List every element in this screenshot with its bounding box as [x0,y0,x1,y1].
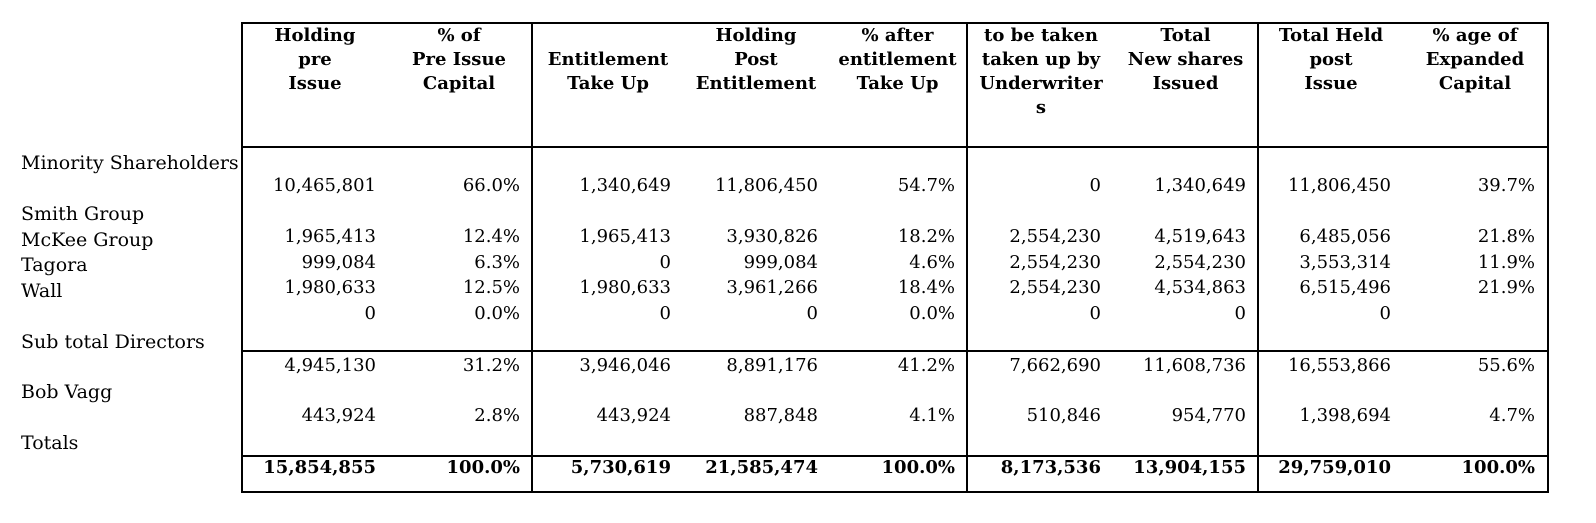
table-cell: 999,084 [743,252,818,273]
table-cell: 100.0% [1461,457,1535,478]
table-cell: 2,554,230 [1009,277,1101,298]
row-label-minority-shareholders: Minority Shareholders [21,152,239,174]
table-cell: 0 [364,303,376,324]
table-cell: 443,924 [596,405,671,426]
table-cell: 887,848 [743,405,818,426]
table-cell: 18.4% [897,277,955,298]
table-cell: 1,980,633 [579,277,671,298]
table-cell: 443,924 [301,405,376,426]
row-label-smith-group: Smith Group [21,203,145,225]
header-entitlement-take-up: Entitlement Take Up [547,49,669,94]
table-cell: 8,891,176 [726,355,818,376]
table-cell: 3,553,314 [1299,252,1391,273]
row-label-tagora: Tagora [21,254,88,276]
table-cell: 6,485,056 [1299,226,1391,247]
table-cell: 4,534,863 [1154,277,1246,298]
table-cell: 2.8% [474,405,520,426]
table-cell: 66.0% [462,175,520,196]
table-cell: 0.0% [909,303,955,324]
table-cell: 0.0% [474,303,520,324]
table-cell: 999,084 [301,252,376,273]
table-cell: 2,554,230 [1009,226,1101,247]
table-cell: 16,553,866 [1287,355,1391,376]
table-cell: 7,662,690 [1009,355,1101,376]
header-total-new-shares-issued: Total New shares Issued [1127,25,1244,94]
table-cell: 1,965,413 [579,226,671,247]
table-cell: 4.7% [1489,405,1535,426]
table-cell: 11,806,450 [1287,175,1391,196]
table-cell: 11,806,450 [714,175,818,196]
table-cell: 4,945,130 [284,355,376,376]
table-cell: 54.7% [897,175,955,196]
table-cell: 41.2% [897,355,955,376]
table-cell: 1,340,649 [579,175,671,196]
header-taken-up-by-underwriters: to be taken taken up by Underwriter s [979,25,1103,118]
table-cell: 100.0% [446,457,520,478]
table-cell: 0 [1234,303,1246,324]
table-cell: 1,965,413 [284,226,376,247]
header-total-held-post-issue: Total Held post Issue [1278,25,1384,94]
row-label-wall: Wall [21,280,63,302]
table-cell: 21.9% [1477,277,1535,298]
table-cell: 6,515,496 [1299,277,1391,298]
table-cell: 11.9% [1477,252,1535,273]
table-cell: 0 [659,252,671,273]
table-cell: 0 [1089,175,1101,196]
row-label-bob-vagg: Bob Vagg [21,381,113,403]
header-holding-pre-issue: Holding pre Issue [274,25,356,94]
table-cell: 13,904,155 [1133,457,1246,478]
header-holding-post-entitlement: Holding Post Entitlement [695,25,817,94]
table-cell: 4,519,643 [1154,226,1246,247]
table-cell: 21.8% [1477,226,1535,247]
table-cell: 11,608,736 [1142,355,1246,376]
header-pct-expanded-capital: % age of Expanded Capital [1425,25,1525,94]
table-cell: 8,173,536 [1000,457,1101,478]
table-cell: 1,398,694 [1299,405,1391,426]
table-cell: 39.7% [1477,175,1535,196]
table-cell: 21,585,474 [705,457,818,478]
table-cell: 4.1% [909,405,955,426]
table-cell: 3,930,826 [726,226,818,247]
table-cell: 100.0% [881,457,955,478]
table-cell: 18.2% [897,226,955,247]
table-cell: 4.6% [909,252,955,273]
table-cell: 12.4% [462,226,520,247]
table-cell: 0 [659,303,671,324]
table-cell: 3,946,046 [579,355,671,376]
table-cell: 2,554,230 [1009,252,1101,273]
row-label-mckee-group: McKee Group [21,229,154,251]
table-cell: 29,759,010 [1278,457,1391,478]
table-cell: 0 [1379,303,1391,324]
table-cell: 0 [806,303,818,324]
table-cell: 1,340,649 [1154,175,1246,196]
table-cell: 6.3% [474,252,520,273]
table-cell: 12.5% [462,277,520,298]
row-label-totals: Totals [21,432,79,454]
table-cell: 2,554,230 [1154,252,1246,273]
header-pct-after-entitlement: % after entitlement Take Up [838,25,957,94]
header-pct-pre-issue-capital: % of Pre Issue Capital [412,25,506,94]
table-cell: 55.6% [1477,355,1535,376]
table-cell: 954,770 [1171,405,1246,426]
table-cell: 510,846 [1026,405,1101,426]
table-cell: 10,465,801 [272,175,376,196]
table-cell: 3,961,266 [726,277,818,298]
row-label-sub-total-directors: Sub total Directors [21,331,205,353]
table-cell: 31.2% [462,355,520,376]
table-cell: 5,730,619 [570,457,671,478]
table-cell: 0 [1089,303,1101,324]
table-cell: 15,854,855 [263,457,376,478]
table-cell: 1,980,633 [284,277,376,298]
